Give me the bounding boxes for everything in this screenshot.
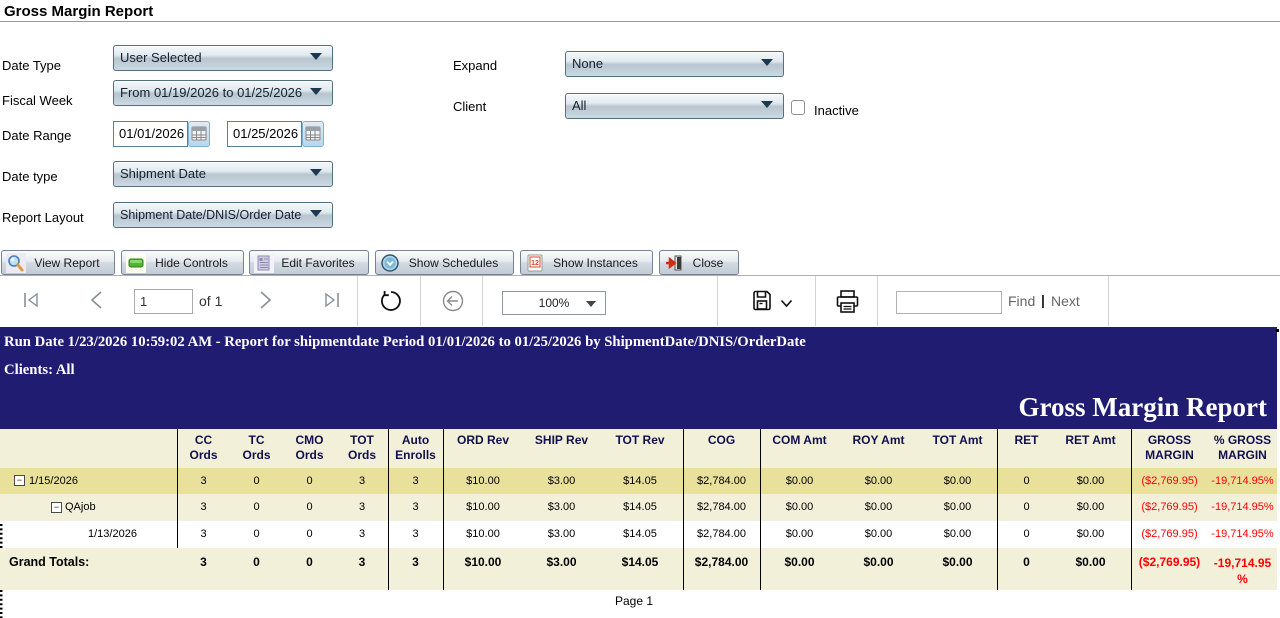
svg-text:12: 12 (531, 260, 539, 267)
